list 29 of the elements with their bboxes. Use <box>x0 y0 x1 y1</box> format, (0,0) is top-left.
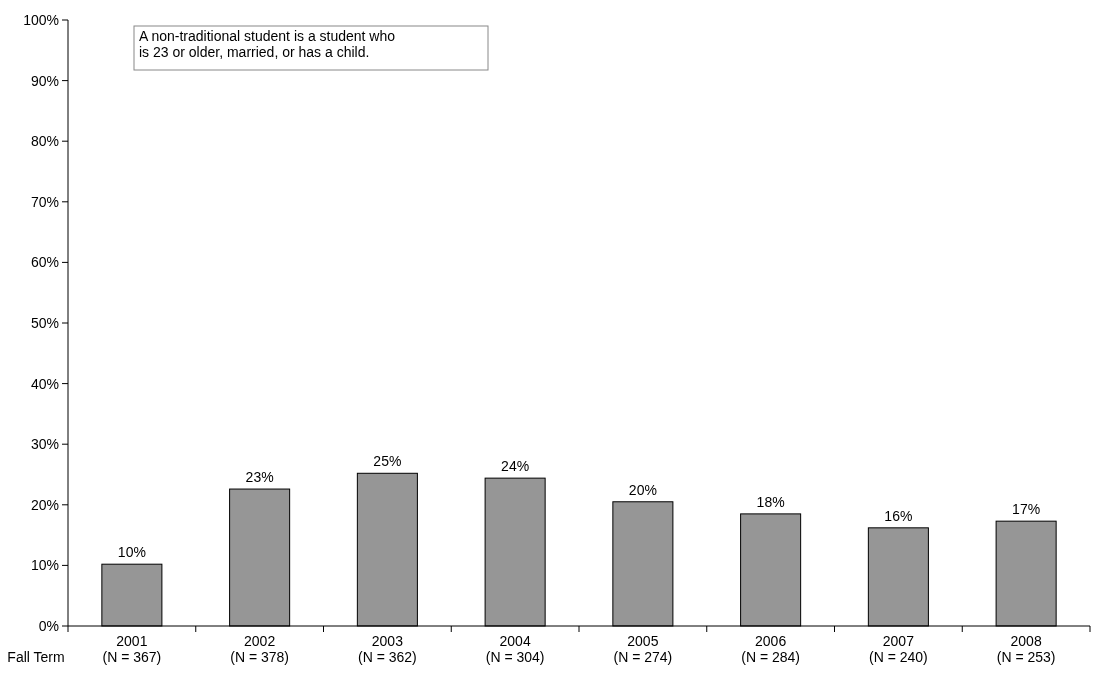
y-tick-label: 20% <box>30 496 59 513</box>
y-tick-label: 40% <box>30 375 59 392</box>
x-tick-label: 2003 (N = 362) <box>358 633 417 665</box>
data-label: 25% <box>373 453 402 470</box>
y-tick-label: 70% <box>30 193 59 210</box>
data-label: 23% <box>245 469 274 486</box>
data-label: 17% <box>1012 501 1041 518</box>
y-tick-label: 100% <box>23 11 59 28</box>
y-tick-label: 50% <box>30 314 59 331</box>
y-tick-label: 10% <box>30 557 59 574</box>
x-tick-label: 2002 (N = 378) <box>230 633 289 665</box>
x-tick-label: 2007 (N = 240) <box>869 633 928 665</box>
x-tick-label: 2006 (N = 284) <box>741 633 800 665</box>
y-tick-label: 80% <box>30 133 59 150</box>
y-tick-label: 0% <box>38 617 59 634</box>
data-label: 10% <box>117 544 146 561</box>
data-label: 20% <box>628 481 657 498</box>
annotation: A non-traditional student is a student who is 23 or older, married, or has a child. <box>139 28 396 60</box>
data-label: 18% <box>756 493 785 510</box>
y-tick-label: 60% <box>30 254 59 271</box>
data-label: 24% <box>501 458 530 475</box>
x-tick-label: 2008 (N = 253) <box>996 633 1056 665</box>
y-tick-label: 30% <box>30 436 59 453</box>
y-tick-label: 90% <box>30 72 59 89</box>
x-axis-title: Fall Term <box>7 649 65 665</box>
x-tick-label: 2004 (N = 304) <box>485 633 545 665</box>
x-tick-label: 2001 (N = 367) <box>102 633 162 665</box>
x-tick-label: 2005 (N = 274) <box>613 633 673 665</box>
data-label: 16% <box>884 507 913 524</box>
